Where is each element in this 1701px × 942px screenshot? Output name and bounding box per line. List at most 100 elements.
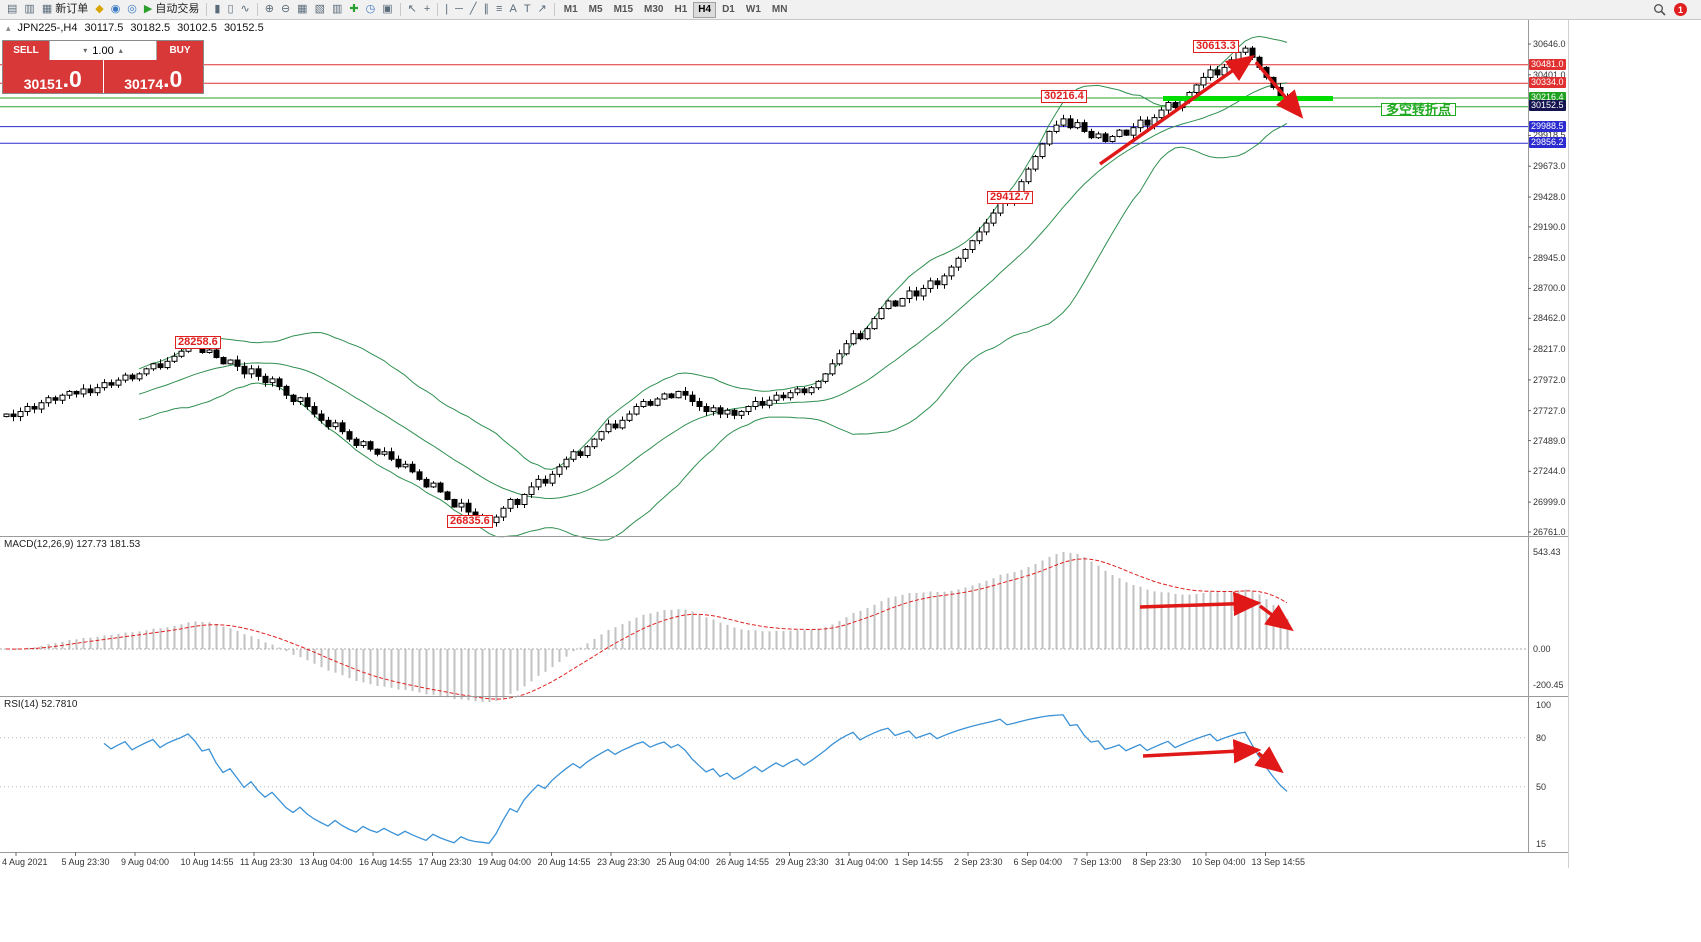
- ohlc-high: 30182.5: [130, 22, 171, 34]
- horizontal-line-icon[interactable]: ─: [452, 3, 466, 16]
- price-axis-tag: 30481.0: [1529, 58, 1566, 70]
- rsi-axis-tick: 50: [1536, 781, 1547, 792]
- time-axis-label: 9 Aug 04:00: [121, 857, 170, 867]
- toolbar-separator: [553, 3, 555, 16]
- turning-point-note[interactable]: 多空转折点: [1381, 103, 1457, 116]
- trendline-icon[interactable]: ╱: [467, 3, 480, 16]
- profiles-icon: ◉: [110, 3, 121, 15]
- time-axis-label: 20 Aug 14:55: [537, 857, 591, 867]
- arrange-windows-icon[interactable]: ▥: [329, 3, 345, 16]
- charts-window-icon[interactable]: ▤: [4, 3, 20, 16]
- tick-chart-icon[interactable]: ▥: [21, 3, 37, 16]
- macd-axis-tick: 543.43: [1533, 546, 1561, 557]
- new-order-button[interactable]: ▦ 新订单: [39, 3, 91, 16]
- lot-decrease-button[interactable]: ▾: [83, 46, 88, 55]
- cascade-windows-icon[interactable]: ▧: [312, 3, 328, 16]
- timeframe-w1-button[interactable]: W1: [745, 3, 761, 15]
- label-icon[interactable]: T: [521, 3, 534, 16]
- text-icon[interactable]: A: [506, 3, 519, 16]
- data-window-icon[interactable]: ◎: [124, 3, 140, 16]
- snapshot-icon[interactable]: ▣: [379, 3, 395, 16]
- arrows-icon: ↗: [537, 3, 547, 15]
- price-callout-label[interactable]: 29412.7: [987, 190, 1033, 204]
- crosshair-icon[interactable]: +: [421, 3, 433, 16]
- symbol-title: JPN225-,H4: [17, 22, 78, 34]
- timeframe-mn-button[interactable]: MN: [771, 3, 788, 15]
- profiles-icon[interactable]: ◉: [108, 3, 124, 16]
- new-chart-icon[interactable]: ✚: [346, 3, 361, 16]
- cursor-icon[interactable]: ↖: [405, 3, 420, 16]
- time-axis-label: 17 Aug 23:30: [418, 857, 472, 867]
- new-order-icon: ▦: [41, 3, 53, 15]
- timeframe-group: M1 M5 M15 M30 H1 H4 D1 W1 MN: [559, 1, 793, 18]
- toolbar-separator: [437, 3, 439, 16]
- buy-button[interactable]: BUY: [157, 41, 203, 60]
- cursor-icon: ↖: [407, 3, 417, 15]
- tile-windows-icon[interactable]: ▦: [294, 3, 310, 16]
- horizontal-line-icon: ─: [455, 3, 463, 15]
- timeframe-d1-button[interactable]: D1: [722, 3, 735, 15]
- zoom-in-icon[interactable]: ⊕: [262, 3, 277, 16]
- period-icon[interactable]: ◷: [363, 3, 379, 16]
- lot-size-field[interactable]: ▾ 1.00 ▴: [49, 41, 157, 60]
- price-axis-tick: 29428.0: [1533, 191, 1566, 202]
- timeframe-m30-button[interactable]: M30: [644, 3, 664, 15]
- price-axis-tag: 30152.5: [1529, 99, 1566, 111]
- price-callout-label[interactable]: 30613.3: [1193, 40, 1239, 54]
- macd-label: MACD(12,26,9) 127.73 181.53: [4, 539, 141, 550]
- price-callout-label[interactable]: 28258.6: [175, 335, 221, 349]
- time-axis-label: 11 Aug 23:30: [240, 857, 293, 867]
- price-axis-tick: 27244.0: [1533, 466, 1566, 477]
- line-chart-icon[interactable]: ∿: [238, 3, 253, 16]
- symbol-info-bar: ▴ JPN225-,H4 30117.5 30182.5 30102.5 301…: [6, 22, 264, 34]
- sell-button[interactable]: SELL: [3, 41, 49, 60]
- price-axis-tick: 27727.0: [1533, 405, 1566, 416]
- price-callout-label[interactable]: 30216.4: [1041, 89, 1087, 103]
- timeframe-m15-button[interactable]: M15: [613, 3, 634, 15]
- price-axis-tick: 27972.0: [1533, 374, 1566, 385]
- lot-increase-button[interactable]: ▴: [118, 46, 123, 55]
- fibonacci-icon[interactable]: ≡: [493, 3, 505, 16]
- zoom-in-icon: ⊕: [264, 3, 274, 15]
- time-axis-label: 4 Aug 2021: [2, 857, 48, 867]
- rsi-label: RSI(14) 52.7810: [4, 699, 78, 710]
- lot-value[interactable]: 1.00: [92, 44, 114, 57]
- timeframe-m5-button[interactable]: M5: [588, 3, 603, 15]
- timeframe-h4-button[interactable]: H4: [693, 1, 717, 18]
- ohlc-low: 30102.5: [177, 22, 217, 34]
- bar-chart-icon[interactable]: ▮: [211, 3, 223, 16]
- label-icon: T: [523, 3, 531, 15]
- buy-price[interactable]: 30174 .0: [103, 60, 203, 93]
- time-axis-label: 7 Sep 13:00: [1073, 857, 1122, 867]
- price-axis-tick: 28217.0: [1533, 344, 1566, 355]
- search-icon[interactable]: [1653, 3, 1666, 16]
- notification-badge[interactable]: 1: [1674, 3, 1687, 16]
- vertical-line-icon[interactable]: |: [442, 3, 451, 16]
- sell-price[interactable]: 30151 .0: [3, 60, 104, 93]
- zoom-out-icon[interactable]: ⊖: [278, 3, 293, 16]
- price-callout-label[interactable]: 26835.6: [447, 514, 493, 528]
- metaeditor-icon[interactable]: ◆: [92, 3, 106, 16]
- time-axis-label: 6 Sep 04:00: [1013, 857, 1063, 867]
- channel-icon: ∥: [483, 3, 490, 15]
- timeframe-h1-button[interactable]: H1: [674, 3, 688, 15]
- price-axis-tick: 28700.0: [1533, 283, 1566, 294]
- arrows-icon[interactable]: ↗: [535, 3, 550, 16]
- tick-chart-icon: ▥: [24, 3, 35, 15]
- price-axis-tick: 30401.0: [1533, 69, 1566, 80]
- rsi-axis-tick: 15: [1536, 838, 1547, 849]
- price-axis-tick: 29918.5: [1533, 130, 1566, 141]
- macd-axis-tick: 0.00: [1533, 644, 1551, 654]
- price-axis-tick: 29673.0: [1533, 161, 1566, 172]
- sell-price-int: 30151: [23, 76, 63, 92]
- timeframe-m1-button[interactable]: M1: [563, 3, 578, 15]
- autotrading-button[interactable]: ▶ 自动交易: [141, 3, 202, 16]
- channel-icon[interactable]: ∥: [481, 3, 493, 16]
- crosshair-icon: +: [423, 3, 431, 15]
- price-axis-tick: 26761.0: [1533, 526, 1566, 537]
- autotrading-button-label: 自动交易: [155, 3, 200, 15]
- ohlc-open: 30117.5: [84, 22, 124, 34]
- candlestick-chart-icon[interactable]: ▯: [224, 3, 236, 16]
- price-axis-tag: 29856.2: [1529, 137, 1566, 149]
- snapshot-icon: ▣: [382, 3, 393, 15]
